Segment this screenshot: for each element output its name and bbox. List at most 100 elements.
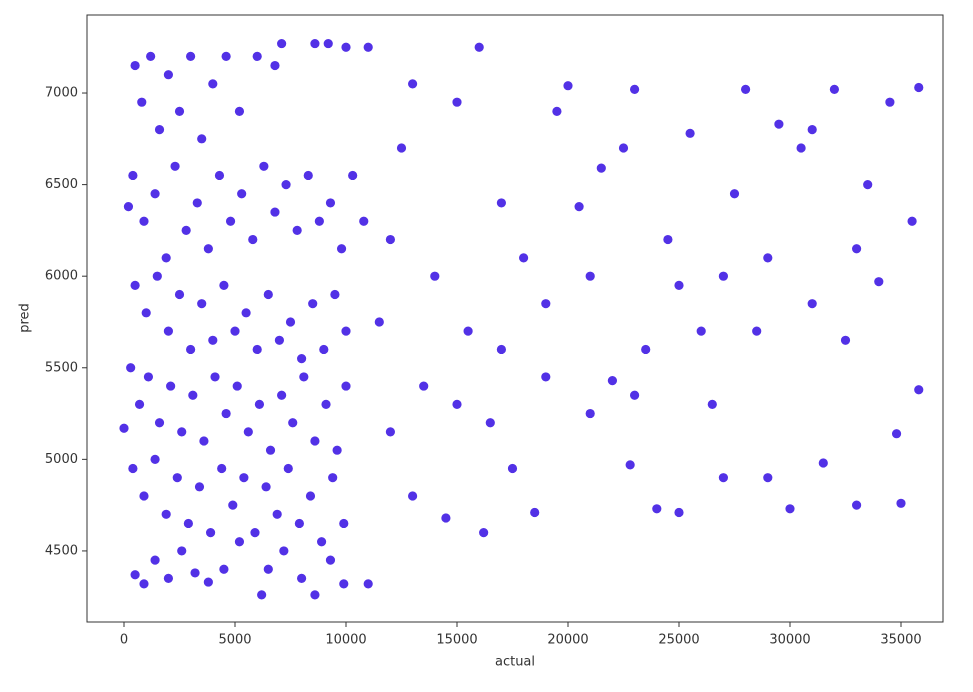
point bbox=[762, 472, 774, 484]
y-tick-label: 6000 bbox=[45, 269, 78, 284]
point bbox=[242, 426, 254, 438]
point bbox=[123, 201, 134, 212]
point bbox=[240, 307, 252, 319]
point bbox=[718, 472, 729, 484]
point bbox=[149, 554, 161, 566]
point bbox=[347, 170, 359, 181]
point bbox=[256, 589, 268, 601]
point bbox=[138, 578, 150, 590]
y-tick-label: 6500 bbox=[45, 177, 78, 192]
point bbox=[851, 499, 862, 511]
point bbox=[174, 289, 185, 300]
point bbox=[296, 353, 308, 365]
point bbox=[340, 380, 352, 392]
point bbox=[773, 118, 785, 130]
y-tick-label: 5500 bbox=[45, 360, 78, 375]
plot-frame bbox=[86, 14, 944, 623]
point bbox=[496, 197, 507, 209]
point bbox=[287, 417, 299, 429]
point bbox=[214, 170, 225, 181]
point bbox=[518, 252, 530, 264]
point bbox=[407, 490, 419, 502]
point bbox=[187, 389, 199, 401]
point bbox=[138, 490, 150, 502]
point bbox=[358, 215, 370, 227]
point bbox=[784, 503, 796, 515]
point bbox=[478, 527, 490, 539]
point bbox=[220, 408, 232, 419]
point bbox=[618, 142, 629, 154]
point bbox=[309, 589, 321, 601]
x-tick-label: 15000 bbox=[436, 633, 477, 648]
point bbox=[207, 78, 219, 90]
point bbox=[695, 325, 707, 337]
point bbox=[249, 527, 261, 539]
point bbox=[806, 298, 818, 310]
point bbox=[276, 38, 288, 49]
point bbox=[624, 459, 636, 471]
point bbox=[440, 512, 452, 524]
point bbox=[316, 536, 327, 548]
point bbox=[305, 490, 316, 502]
point bbox=[118, 422, 130, 434]
point bbox=[143, 371, 154, 383]
x-tick-label: 35000 bbox=[880, 633, 921, 648]
point bbox=[276, 389, 288, 401]
point bbox=[451, 399, 463, 410]
point bbox=[673, 279, 685, 291]
point bbox=[673, 507, 685, 518]
x-tick-label: 30000 bbox=[769, 633, 810, 648]
point bbox=[265, 444, 276, 456]
y-tick-label: 4500 bbox=[45, 543, 78, 558]
point bbox=[298, 371, 310, 383]
point bbox=[262, 563, 274, 575]
point bbox=[191, 197, 203, 209]
point bbox=[285, 316, 296, 328]
point bbox=[385, 426, 396, 438]
point bbox=[218, 563, 230, 575]
point bbox=[385, 234, 396, 245]
point bbox=[309, 435, 321, 447]
point bbox=[202, 243, 214, 255]
point bbox=[496, 344, 507, 355]
point bbox=[127, 463, 139, 474]
point bbox=[151, 270, 163, 282]
point bbox=[331, 444, 343, 456]
point bbox=[396, 142, 407, 154]
point bbox=[362, 578, 374, 590]
point bbox=[338, 518, 350, 529]
point bbox=[262, 289, 274, 300]
point bbox=[129, 569, 141, 581]
point bbox=[873, 276, 885, 288]
point bbox=[740, 83, 751, 95]
point bbox=[629, 83, 641, 95]
point bbox=[129, 60, 141, 71]
point bbox=[484, 417, 496, 429]
point bbox=[640, 344, 652, 355]
y-tick-label: 5000 bbox=[45, 452, 78, 467]
point bbox=[220, 50, 232, 62]
point bbox=[129, 279, 141, 291]
x-tick-label: 0 bbox=[120, 633, 128, 648]
x-axis-label: actual bbox=[495, 655, 535, 670]
point bbox=[185, 344, 197, 355]
point bbox=[136, 96, 148, 108]
point bbox=[229, 325, 241, 337]
x-tick-label: 10000 bbox=[325, 633, 366, 648]
point bbox=[138, 215, 150, 227]
point bbox=[362, 41, 374, 53]
point bbox=[851, 243, 862, 255]
point bbox=[225, 215, 236, 227]
point bbox=[176, 545, 188, 557]
point bbox=[313, 215, 325, 227]
point bbox=[551, 105, 563, 117]
point bbox=[329, 289, 341, 300]
y-tick-label: 7000 bbox=[45, 86, 78, 101]
point bbox=[291, 224, 303, 236]
point bbox=[216, 463, 228, 474]
point bbox=[189, 567, 201, 579]
point bbox=[302, 170, 314, 181]
point bbox=[145, 50, 157, 62]
point bbox=[817, 457, 829, 469]
point bbox=[169, 160, 181, 172]
